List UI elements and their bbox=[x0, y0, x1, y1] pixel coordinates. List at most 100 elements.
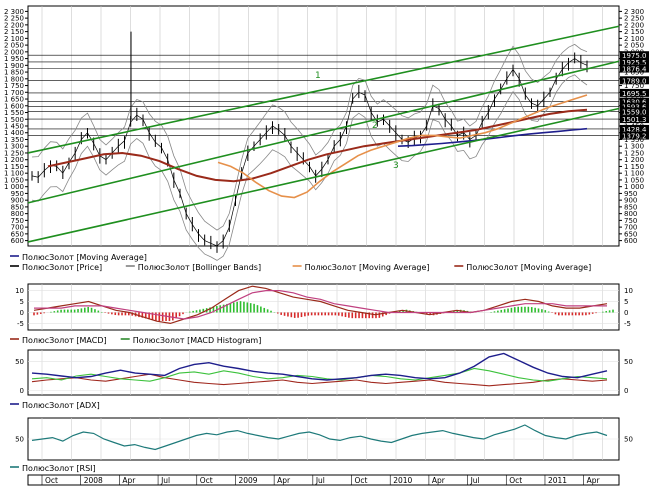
y-tick-label-right: 1 300 bbox=[624, 143, 644, 151]
y-tick-label-right: 2 200 bbox=[624, 21, 644, 29]
y-tick-label-left: 1 000 bbox=[4, 183, 24, 191]
y-tick-label-left: 1 550 bbox=[4, 109, 24, 117]
rsi-line bbox=[31, 424, 608, 451]
price-label-box bbox=[620, 57, 649, 66]
trend-line bbox=[27, 107, 620, 243]
y-tick-label-left: 750 bbox=[11, 217, 24, 225]
y-tick-label-right: 600 bbox=[624, 237, 637, 245]
y-tick-label-left: 10 bbox=[15, 287, 24, 295]
y-tick-label-left: 2 050 bbox=[4, 42, 24, 50]
price-label: 1695.5 bbox=[622, 90, 647, 98]
y-tick-label-right: 1 250 bbox=[624, 149, 644, 157]
y-tick-label-right: 5 bbox=[624, 298, 628, 306]
y-tick-label-right: 50 bbox=[624, 358, 633, 366]
x-tick-label: 2008 bbox=[84, 476, 103, 485]
x-tick-label: Jul bbox=[315, 476, 325, 485]
y-tick-label-right: 0 bbox=[624, 387, 628, 395]
price-label-box bbox=[620, 107, 649, 116]
y-tick-label-right: 2 050 bbox=[624, 42, 644, 50]
y-tick-label-left: 900 bbox=[11, 197, 24, 205]
y-tick-label-right: -5 bbox=[624, 320, 631, 328]
y-tick-label-right: 750 bbox=[624, 217, 637, 225]
y-tick-label-right: 950 bbox=[624, 190, 637, 198]
price-label-box bbox=[620, 76, 649, 85]
legend-label: ПолюсЗолот [MACD] bbox=[22, 336, 107, 345]
y-tick-label-left: 850 bbox=[11, 203, 24, 211]
y-tick-label-left: 1 450 bbox=[4, 123, 24, 131]
price-label: 1876.4 bbox=[622, 66, 647, 74]
price-label-box bbox=[620, 97, 649, 106]
price-label: 1975.0 bbox=[622, 52, 647, 60]
legend-label: ПолюсЗолот [Moving Average] bbox=[305, 263, 430, 272]
y-tick-label-left: 0 bbox=[20, 387, 24, 395]
macd-legend: ПолюсЗолот [MACD] ПолюсЗолот [MACD Histog… bbox=[10, 336, 261, 345]
macd-panel: -5 -5 0 0 5 5 10 10 bbox=[15, 283, 633, 331]
y-tick-label-left: 2 250 bbox=[4, 15, 24, 23]
y-tick-label-right: 1 150 bbox=[624, 163, 644, 171]
trend-label: 1 bbox=[315, 71, 321, 81]
y-tick-label-right: 650 bbox=[624, 230, 637, 238]
y-tick-label-left: 1 050 bbox=[4, 176, 24, 184]
bollinger-upper bbox=[31, 43, 588, 231]
y-tick-label-left: 2 000 bbox=[4, 48, 24, 56]
adx-frame bbox=[27, 349, 620, 396]
legend-label: ПолюсЗолот [MACD Histogram] bbox=[133, 336, 262, 345]
plus-di-line bbox=[31, 367, 608, 382]
legend-label: ПолюсЗолот [ADX] bbox=[22, 401, 100, 410]
y-tick-label-left: 2 200 bbox=[4, 21, 24, 29]
x-tick-label: 2011 bbox=[548, 476, 567, 485]
price-label: 1428.4 bbox=[622, 126, 647, 134]
ma-red-line bbox=[47, 108, 588, 183]
x-tick-label: Apr bbox=[587, 476, 601, 485]
price-label-box bbox=[620, 115, 649, 124]
y-tick-label-right: 2 250 bbox=[624, 15, 644, 23]
y-tick-label-left: 50 bbox=[15, 436, 24, 444]
x-tick-label: Jul bbox=[160, 476, 170, 485]
trend-line bbox=[27, 60, 620, 204]
y-tick-label-left: 1 300 bbox=[4, 143, 24, 151]
price-frame bbox=[27, 5, 620, 247]
y-tick-label-left: 1 400 bbox=[4, 129, 24, 137]
y-tick-label-right: 700 bbox=[624, 224, 637, 232]
y-tick-label-left: -5 bbox=[17, 320, 24, 328]
x-tick-label: Oct bbox=[200, 476, 213, 485]
y-tick-label-left: 1 100 bbox=[4, 170, 24, 178]
y-tick-label-left: 1 750 bbox=[4, 82, 24, 90]
y-tick-label-left: 1 350 bbox=[4, 136, 24, 144]
y-tick-label-left: 1 850 bbox=[4, 69, 24, 77]
y-tick-label-right: 0 bbox=[624, 309, 628, 317]
y-tick-label-right: 2 100 bbox=[624, 35, 644, 43]
price-label: 1501.3 bbox=[622, 116, 647, 124]
y-tick-label-right: 1 350 bbox=[624, 136, 644, 144]
adx-line bbox=[31, 352, 608, 381]
x-tick-label: 2009 bbox=[238, 476, 257, 485]
macd-line bbox=[33, 285, 608, 325]
legend-label: ПолюсЗолот [Moving Average] bbox=[466, 263, 591, 272]
x-tick-label: Apr bbox=[432, 476, 446, 485]
x-tick-label: 2010 bbox=[393, 476, 412, 485]
y-tick-label-left: 650 bbox=[11, 230, 24, 238]
bollinger-lower bbox=[31, 74, 588, 261]
y-tick-label-left: 1 200 bbox=[4, 156, 24, 164]
trend-line bbox=[27, 25, 620, 154]
y-tick-label-left: 800 bbox=[11, 210, 24, 218]
y-tick-label-right: 900 bbox=[624, 197, 637, 205]
y-tick-label-left: 950 bbox=[11, 190, 24, 198]
y-tick-label-left: 1 800 bbox=[4, 75, 24, 83]
price-label-box bbox=[620, 102, 649, 111]
price-label-box bbox=[620, 51, 649, 60]
y-tick-label-left: 700 bbox=[11, 224, 24, 232]
legend-label: ПолюсЗолот [Bollinger Bands] bbox=[138, 263, 261, 272]
y-tick-label-left: 50 bbox=[15, 358, 24, 366]
x-axis: Oct 2008 Apr Jul Oct 2009 Apr Jul Oct 2010 Apr Jul O… bbox=[27, 474, 620, 486]
y-tick-label-left: 1 950 bbox=[4, 55, 24, 63]
minus-di-line bbox=[31, 373, 608, 387]
x-tick-label: Apr bbox=[122, 476, 136, 485]
y-tick-label-left: 2 100 bbox=[4, 35, 24, 43]
price-line bbox=[31, 58, 588, 247]
legend-label: ПолюсЗолот [Moving Average] bbox=[22, 253, 147, 262]
y-tick-label-right: 50 bbox=[624, 436, 633, 444]
y-tick-label-right: 1 000 bbox=[624, 183, 644, 191]
price-label-box bbox=[620, 131, 649, 140]
